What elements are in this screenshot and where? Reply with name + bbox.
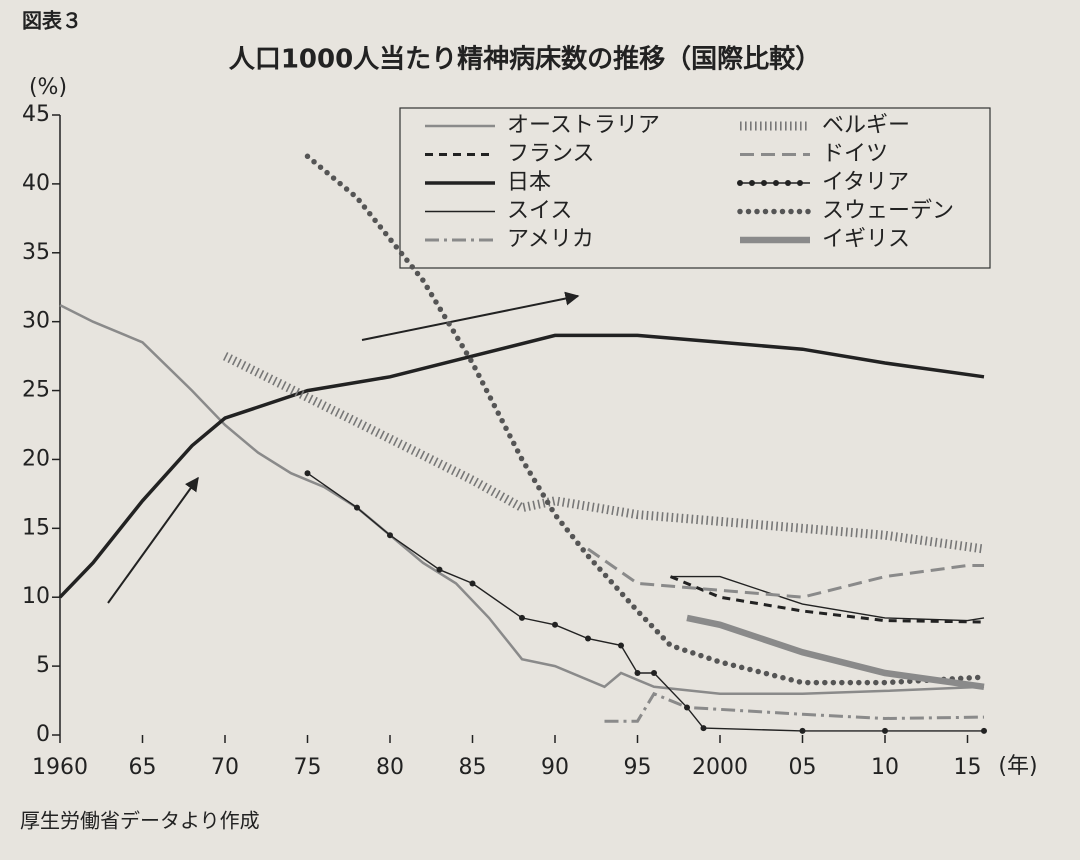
annotation-arrow <box>107 476 199 604</box>
point <box>882 727 888 734</box>
legend-label: スウェーデン <box>822 199 954 224</box>
x-tick-label: 85 <box>459 755 487 780</box>
y-tick-label: 10 <box>22 584 50 609</box>
legend-label: アメリカ <box>507 227 594 252</box>
legend-dot <box>785 180 791 186</box>
series-line <box>670 575 985 622</box>
y-tick-label: 40 <box>22 171 50 196</box>
legend-label: ドイツ <box>822 142 888 167</box>
x-tick-label: 65 <box>129 755 157 780</box>
x-tick-label: 05 <box>789 755 817 780</box>
x-tick-label: 80 <box>376 755 404 780</box>
x-tick-label: 90 <box>541 755 569 780</box>
y-tick-label: 30 <box>22 309 50 334</box>
y-tick-label: 15 <box>22 515 50 540</box>
x-tick-label: 2000 <box>692 755 748 780</box>
legend-label: イタリア <box>822 170 909 195</box>
chart-title: 人口1000人当たり精神病床数の推移（国際比較） <box>228 44 821 75</box>
point <box>585 635 591 642</box>
legend-label: フランス <box>507 142 595 167</box>
series-line <box>686 614 985 691</box>
point <box>799 727 806 734</box>
point <box>387 532 393 539</box>
x-tick-label: 95 <box>624 755 652 780</box>
x-unit: (年) <box>998 754 1037 779</box>
legend-label: スイス <box>507 199 572 224</box>
point <box>618 642 624 649</box>
legend-box <box>399 107 991 269</box>
legend-label: オーストラリア <box>507 113 660 138</box>
figure-label: 図表３ <box>22 9 82 33</box>
series-line <box>59 303 985 695</box>
y-tick-label: 20 <box>22 446 50 471</box>
point <box>436 566 443 573</box>
legend-dot <box>773 180 779 186</box>
legend-dot <box>749 180 755 186</box>
legend-label: ベルギー <box>822 113 910 138</box>
legend-label: イギリス <box>822 227 910 252</box>
y-tick-label: 5 <box>36 653 50 678</box>
point <box>981 727 987 734</box>
legend-dot <box>761 180 767 186</box>
series-line <box>58 333 985 599</box>
point <box>634 670 641 676</box>
x-tick-label: 15 <box>954 755 982 780</box>
series-line <box>307 472 984 732</box>
point <box>552 621 558 628</box>
point <box>684 704 690 711</box>
annotation-arrow <box>361 291 580 341</box>
point <box>700 725 707 732</box>
x-tick-label: 10 <box>871 755 899 780</box>
point <box>651 670 657 676</box>
y-tick-label: 45 <box>22 102 50 127</box>
legend-dot <box>737 180 743 186</box>
x-tick-label: 70 <box>211 755 239 780</box>
y-tick-label: 25 <box>22 378 50 403</box>
point <box>304 470 311 477</box>
point <box>519 614 525 621</box>
y-tick-label: 0 <box>36 722 50 747</box>
x-tick-label: 75 <box>294 755 322 780</box>
series-line <box>304 153 987 686</box>
y-tick-label: 35 <box>22 240 50 265</box>
point <box>354 504 360 511</box>
point <box>469 580 476 587</box>
legend-dot <box>797 180 803 186</box>
legend-label: 日本 <box>507 170 551 195</box>
y-unit: (%) <box>29 75 67 100</box>
x-tick-label: 1960 <box>32 755 88 780</box>
source-note: 厚生労働省データより作成 <box>20 809 260 833</box>
